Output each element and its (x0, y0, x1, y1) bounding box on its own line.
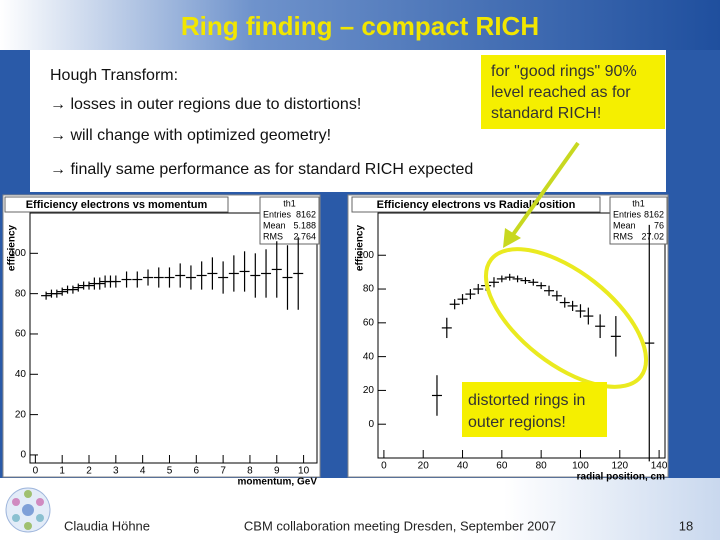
x-tick-label: 9 (274, 466, 280, 477)
arrow (510, 141, 580, 238)
x-tick-label: 140 (651, 461, 668, 472)
x-axis-label: radial position, cm (577, 472, 665, 483)
y-tick-label: 20 (15, 409, 27, 420)
stats-value: 2.764 (293, 231, 316, 241)
chart-title: Efficiency electrons vs momentum (26, 199, 208, 211)
x-tick-label: 2 (86, 466, 92, 477)
stats-label: Mean (613, 220, 636, 230)
x-axis-label: momentum, GeV (238, 477, 318, 488)
x-tick-label: 40 (457, 461, 469, 472)
x-tick-label: 60 (496, 461, 508, 472)
callout-text: outer regions! (468, 414, 566, 431)
callout-text: standard RICH! (491, 105, 601, 122)
y-tick-label: 40 (15, 369, 27, 380)
x-tick-label: 6 (194, 466, 200, 477)
y-tick-label: 40 (363, 351, 375, 362)
x-tick-label: 3 (113, 466, 119, 477)
callout-text: for "good rings" 90% (491, 63, 637, 80)
plot-area (29, 212, 318, 464)
callout-box (462, 382, 607, 437)
bullet: → losses in outer regions due to distort… (50, 96, 361, 113)
callout-text: distorted rings in (468, 392, 585, 409)
x-tick-label: 20 (418, 461, 430, 472)
x-tick-label: 5 (167, 466, 173, 477)
stats-label: RMS (613, 231, 633, 241)
stats-label: Entries (263, 209, 292, 219)
x-tick-label: 7 (220, 466, 226, 477)
stats-value: 76 (654, 220, 664, 230)
y-axis-label: efficiency (355, 224, 366, 271)
stats-title: th1 (632, 198, 645, 208)
y-tick-label: 60 (15, 329, 27, 340)
x-tick-label: 1 (59, 466, 65, 477)
stats-label: RMS (263, 231, 283, 241)
y-tick-label: 100 (357, 250, 374, 261)
y-tick-label: 80 (363, 284, 375, 295)
arrow-head (503, 228, 521, 248)
stats-value: 8162 (644, 209, 664, 219)
footer-event: CBM collaboration meeting Dresden, Septe… (244, 518, 556, 533)
logo (5, 487, 51, 533)
callout-text: level reached as for (491, 84, 631, 101)
stats-value: 27.02 (641, 231, 664, 241)
chart-title: Efficiency electrons vs RadialPosition (377, 199, 576, 211)
stats-label: Entries (613, 209, 642, 219)
y-tick-label: 0 (368, 419, 374, 430)
stats-box (259, 196, 320, 245)
y-axis-label: efficiency (7, 224, 18, 271)
slide-title: Ring finding – compact RICH (181, 11, 539, 41)
title-band (0, 0, 720, 50)
x-tick-label: 4 (140, 466, 146, 477)
x-tick-label: 80 (536, 461, 548, 472)
x-tick-label: 0 (381, 461, 387, 472)
bullet: → will change with optimized geometry! (50, 127, 331, 144)
bullet: → finally same performance as for standa… (50, 161, 473, 178)
highlight-ellipse (483, 247, 649, 389)
y-tick-label: 20 (363, 385, 375, 396)
x-tick-label: 100 (572, 461, 589, 472)
stats-box (609, 196, 668, 245)
x-tick-label: 120 (611, 461, 628, 472)
x-tick-label: 10 (298, 466, 310, 477)
y-tick-label: 100 (9, 248, 26, 259)
chart-title-box (4, 196, 229, 213)
footer-author: Claudia Höhne (64, 518, 150, 533)
footer-page: 18 (679, 518, 693, 533)
plot-area (377, 212, 666, 459)
x-tick-label: 8 (247, 466, 253, 477)
stats-title: th1 (283, 198, 296, 208)
y-tick-label: 60 (363, 317, 375, 328)
stats-value: 5.188 (293, 220, 316, 230)
x-tick-label: 0 (33, 466, 39, 477)
stats-value: 8162 (296, 209, 316, 219)
y-tick-label: 0 (20, 450, 26, 461)
stats-label: Mean (263, 220, 286, 230)
callout-box (481, 55, 665, 129)
y-tick-label: 80 (15, 288, 27, 299)
footer-band (0, 478, 720, 540)
bullet: Hough Transform: (50, 67, 178, 84)
